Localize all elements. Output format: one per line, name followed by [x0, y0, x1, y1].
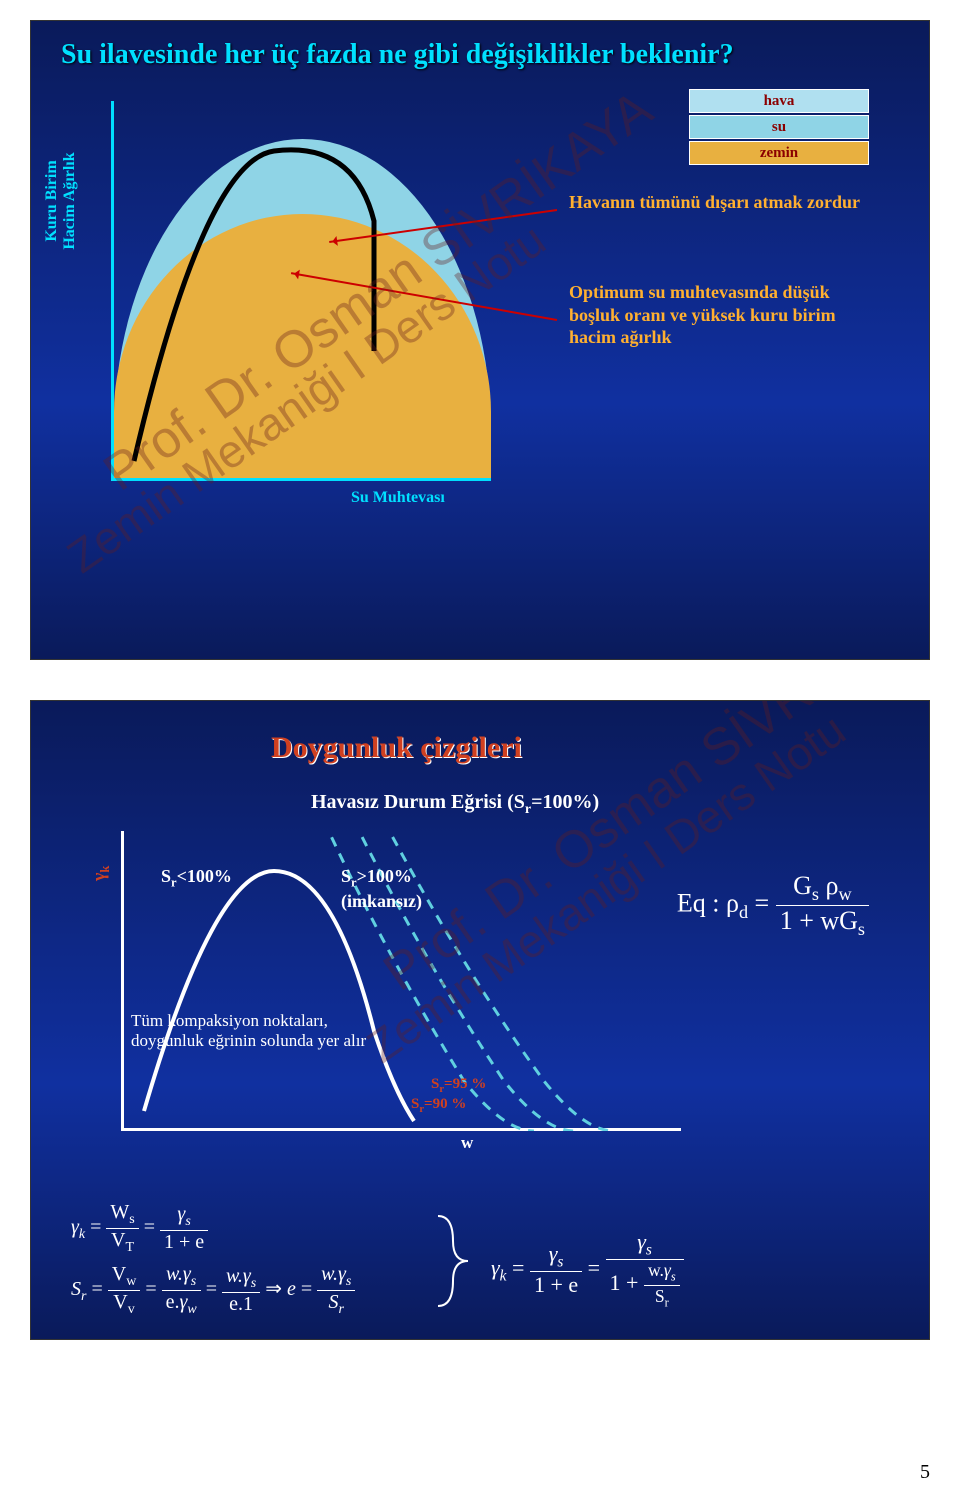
- compaction-note: Tüm kompaksiyon noktaları, doygunluk eğr…: [131, 1011, 391, 1051]
- slide-1: Su ilavesinde her üç fazda ne gibi değiş…: [30, 20, 930, 660]
- eq-gamma-k-1: γk = WsVT = γs1 + e: [71, 1201, 208, 1256]
- slide-2: Doygunluk çizgileri Havasız Durum Eğrisi…: [30, 700, 930, 1340]
- slide2-title: Doygunluk çizgileri: [271, 731, 522, 765]
- note-optimum: Optimum su muhtevasında düşük boşluk ora…: [569, 281, 869, 349]
- legend-su: su: [689, 115, 869, 139]
- slide1-x-axis-label: Su Muhtevası: [351, 489, 445, 507]
- note-air: Havanın tümünü dışarı atmak zordur: [569, 191, 869, 214]
- label-sr-lt-100: Sr<100%: [161, 866, 232, 891]
- slide2-x-axis-label: w: [461, 1133, 473, 1153]
- slide2-subtitle: Havasız Durum Eğrisi (Sr=100%): [311, 791, 599, 818]
- brace-icon: [433, 1211, 473, 1311]
- page-number: 5: [920, 1461, 930, 1484]
- bottom-equations: γk = WsVT = γs1 + e Sr = VwVv = w.γse.γw…: [71, 1201, 889, 1321]
- phase-legend: hava su zemin: [689, 89, 869, 167]
- eq-sr: Sr = VwVv = w.γse.γw = w.γse.1 ⇒ e = w.γ…: [71, 1263, 355, 1318]
- slide2-y-axis-label: γk: [88, 866, 113, 881]
- equation-rho-d: Eq : ρd = Gs ρw 1 + wGs: [677, 871, 869, 940]
- label-sr95: Sr=95 %: [431, 1076, 486, 1095]
- slide1-title: Su ilavesinde her üç fazda ne gibi değiş…: [61, 39, 734, 71]
- slide1-y-axis-label: Kuru Birim Hacim Ağırlık: [43, 101, 79, 301]
- label-sr90: Sr=90 %: [411, 1096, 466, 1115]
- eq-gamma-k-2: γk = γs1 + e = γs 1 + w.γsSr: [491, 1229, 684, 1310]
- label-sr-gt-100: Sr>100%(imkansız): [341, 866, 422, 912]
- legend-hava: hava: [689, 89, 869, 113]
- legend-zemin: zemin: [689, 141, 869, 165]
